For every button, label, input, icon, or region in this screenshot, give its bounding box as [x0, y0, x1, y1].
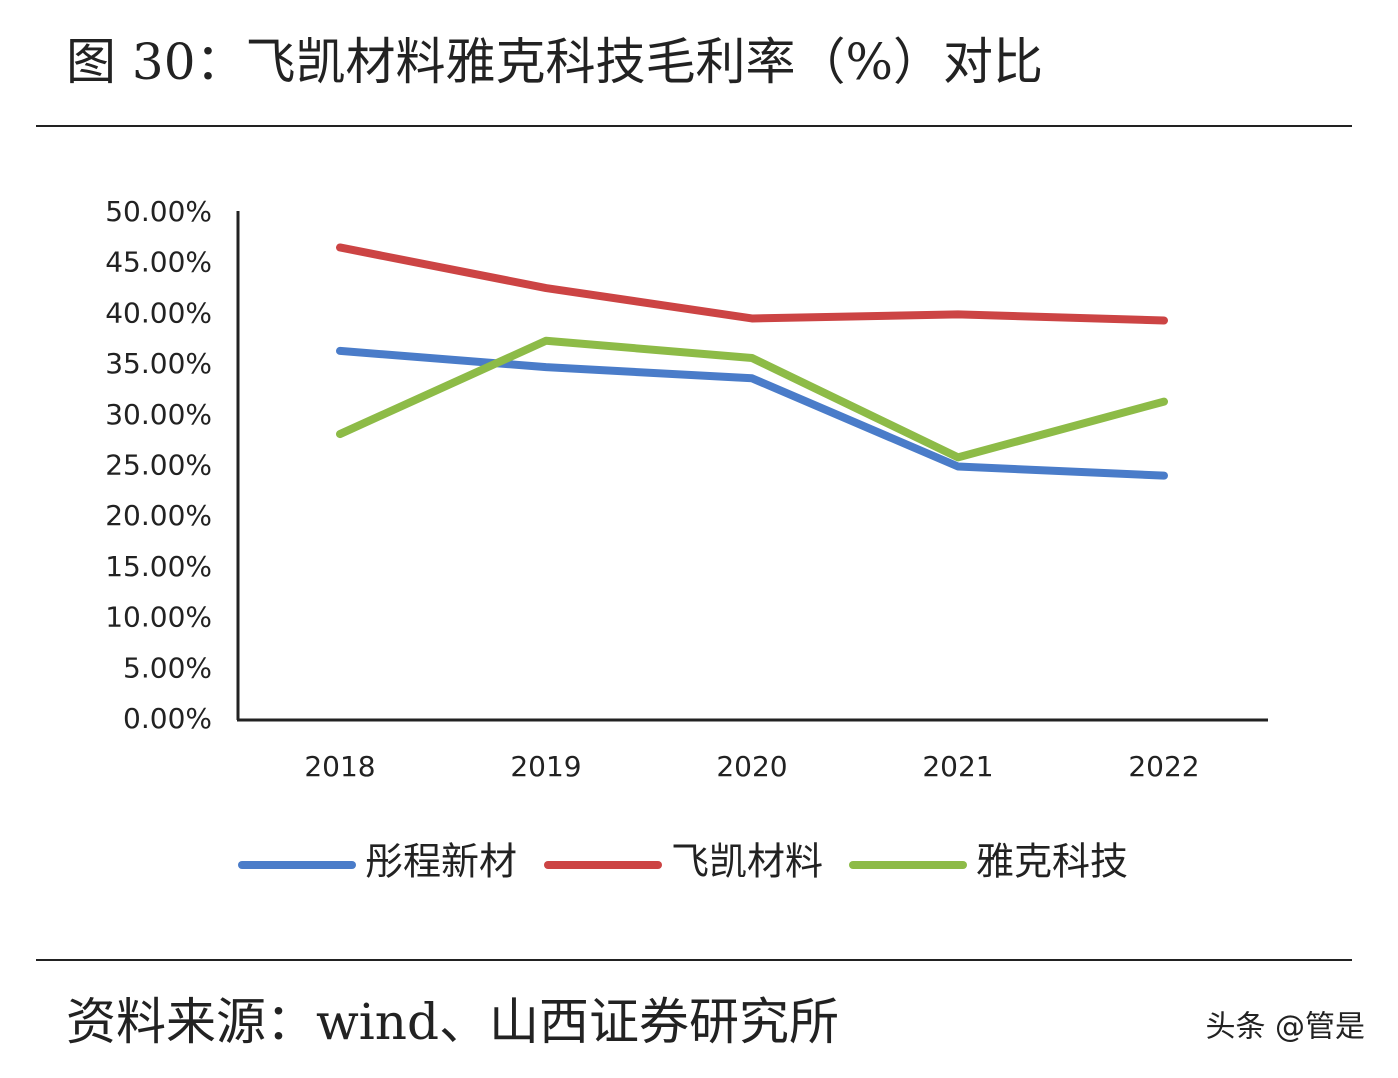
y-tick-label: 15.00% — [105, 550, 212, 583]
y-tick-label: 0.00% — [123, 702, 212, 735]
legend-label: 彤程新材 — [365, 840, 517, 884]
y-tick-label: 50.00% — [105, 195, 212, 228]
watermark: 头条 @管是 — [1205, 1010, 1365, 1045]
y-tick-label: 25.00% — [105, 449, 212, 482]
y-tick-label: 40.00% — [105, 296, 212, 329]
series-line — [336, 336, 1168, 462]
y-tick-label: 30.00% — [105, 398, 212, 431]
series-line — [336, 346, 1168, 480]
x-tick-label: 2018 — [304, 750, 375, 783]
series-line — [336, 243, 1168, 325]
legend-label: 雅克科技 — [976, 840, 1128, 884]
y-tick-label: 45.00% — [105, 246, 212, 279]
source: 资料来源：wind、山西证券研究所 — [66, 993, 839, 1051]
y-tick-label: 10.00% — [105, 601, 212, 634]
chart-title: 图 30：飞凯材料雅克科技毛利率（%）对比 — [66, 33, 1043, 91]
x-tick-label: 2019 — [510, 750, 581, 783]
y-tick-label: 35.00% — [105, 347, 212, 380]
y-tick-label: 20.00% — [105, 499, 212, 532]
legend-label: 飞凯材料 — [671, 840, 823, 884]
y-tick-label: 5.00% — [123, 651, 212, 684]
x-tick-label: 2020 — [716, 750, 787, 783]
x-tick-label: 2021 — [922, 750, 993, 783]
x-tick-label: 2022 — [1128, 750, 1199, 783]
